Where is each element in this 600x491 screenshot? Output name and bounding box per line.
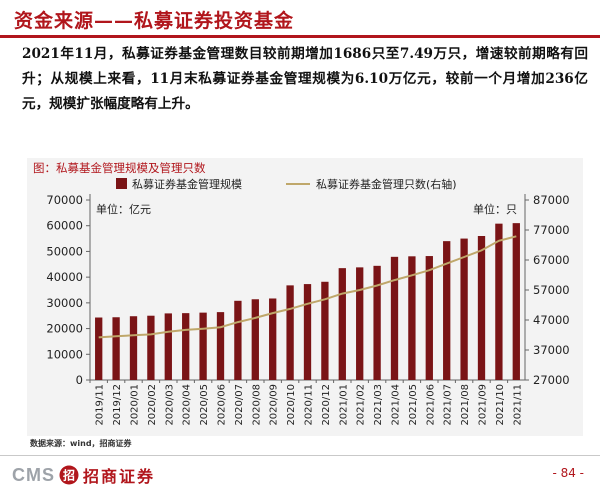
left-axis-tick-label: 50000 [46,244,83,258]
x-axis-tick-label: 2020/09 [269,384,280,426]
bar-fund-scale [321,281,329,380]
brand-name: 招商证券 [83,467,156,486]
chart-caption: 图：私募基金管理规模及管理只数 [33,161,206,175]
bar-fund-scale [356,267,364,380]
bar-fund-scale [95,317,103,380]
bar-fund-scale [234,300,242,380]
bar-fund-scale [251,299,259,380]
left-axis-tick-label: 10000 [46,347,83,361]
x-axis-tick-label: 2020/04 [182,384,193,426]
bar-fund-scale [303,284,312,380]
bar-fund-scale [373,265,381,380]
left-axis-tick-label: 70000 [46,193,83,207]
page-title: 资金来源——私募证券投资基金 [14,10,295,32]
company-logo: CMS 招 招商证券 [12,463,155,487]
right-axis-tick-label: 67000 [533,253,570,267]
x-axis-tick-label: 2020/10 [286,384,297,426]
x-axis-tick-label: 2020/07 [234,384,245,426]
legend-bar-label: 私募证券基金管理规模 [132,177,242,191]
left-axis-unit-label: 单位：亿元 [96,202,151,216]
x-axis-tick-label: 2021/10 [495,384,506,426]
x-axis-tick-label: 2021/03 [373,384,384,426]
right-axis-tick-label: 87000 [533,193,570,207]
bar-fund-scale [512,223,520,380]
x-axis-tick-label: 2021/06 [425,384,436,426]
x-axis-tick-label: 2021/07 [443,384,454,426]
x-axis-tick-label: 2020/03 [164,384,175,426]
bar-fund-scale [495,223,503,380]
bar-fund-scale [443,241,451,380]
right-axis-tick-label: 57000 [533,283,570,297]
legend-bar-swatch [116,178,127,189]
right-axis-tick-label: 77000 [533,223,570,237]
x-axis-tick-label: 2021/08 [460,384,471,426]
x-axis-tick-label: 2020/02 [147,384,158,426]
x-axis-tick-label: 2021/01 [338,384,349,426]
source-note: 数据来源：wind，招商证券 [30,439,132,448]
summary-paragraph: 2021年11月，私募证券基金管理数目较前期增加1686只至7.49万只，增速较… [22,46,588,112]
bar-fund-scale [147,315,155,380]
left-axis-tick-label: 0 [76,373,83,387]
x-axis-tick-label: 2020/01 [130,384,141,426]
left-axis-tick-label: 20000 [46,322,83,336]
page-number: - 84 - [552,466,584,480]
x-axis-tick-label: 2020/05 [199,384,210,426]
svg-text:招: 招 [63,468,75,483]
right-axis-tick-label: 27000 [533,373,570,387]
bar-fund-scale [112,317,120,380]
footer-divider [0,455,600,456]
x-axis-tick-label: 2021/09 [478,384,489,426]
x-axis-tick-label: 2019/12 [112,384,123,426]
x-axis-tick-label: 2019/11 [95,384,106,426]
logo-cms-text: CMS [12,464,55,485]
bar-fund-scale [182,313,190,380]
left-axis-tick-label: 40000 [46,270,83,284]
bar-fund-scale [199,312,207,380]
x-axis-tick-label: 2021/05 [408,384,419,426]
legend-line-label: 私募证券基金管理只数(右轴) [316,177,457,191]
bar-fund-scale [216,312,225,380]
x-axis-tick-label: 2020/12 [321,384,332,426]
bar-fund-scale [477,236,486,380]
bar-fund-scale [269,298,277,380]
right-axis-tick-label: 47000 [533,313,570,327]
line-fund-count [98,235,517,339]
x-axis-tick-label: 2020/06 [217,384,228,426]
bar-fund-scale [408,256,416,380]
bar-fund-scale [129,316,138,380]
title-divider [0,35,600,38]
x-axis-tick-label: 2020/08 [251,384,262,426]
x-axis-tick-label: 2020/11 [304,384,315,426]
x-axis-tick-label: 2021/02 [356,384,367,426]
bar-fund-scale [164,313,172,380]
left-axis-tick-label: 30000 [46,296,83,310]
x-axis-tick-label: 2021/11 [512,384,523,426]
logo-mark-icon: 招 [59,465,79,485]
right-axis-tick-label: 37000 [533,343,570,357]
bar-fund-scale [338,268,346,380]
bar-fund-scale [460,238,468,380]
x-axis-tick-label: 2021/04 [391,384,402,426]
bar-fund-scale [390,256,399,380]
bar-fund-scale [286,285,294,380]
bar-fund-scale [425,256,433,380]
right-axis-unit-label: 单位：只 [473,202,517,216]
left-axis-tick-label: 60000 [46,219,83,233]
